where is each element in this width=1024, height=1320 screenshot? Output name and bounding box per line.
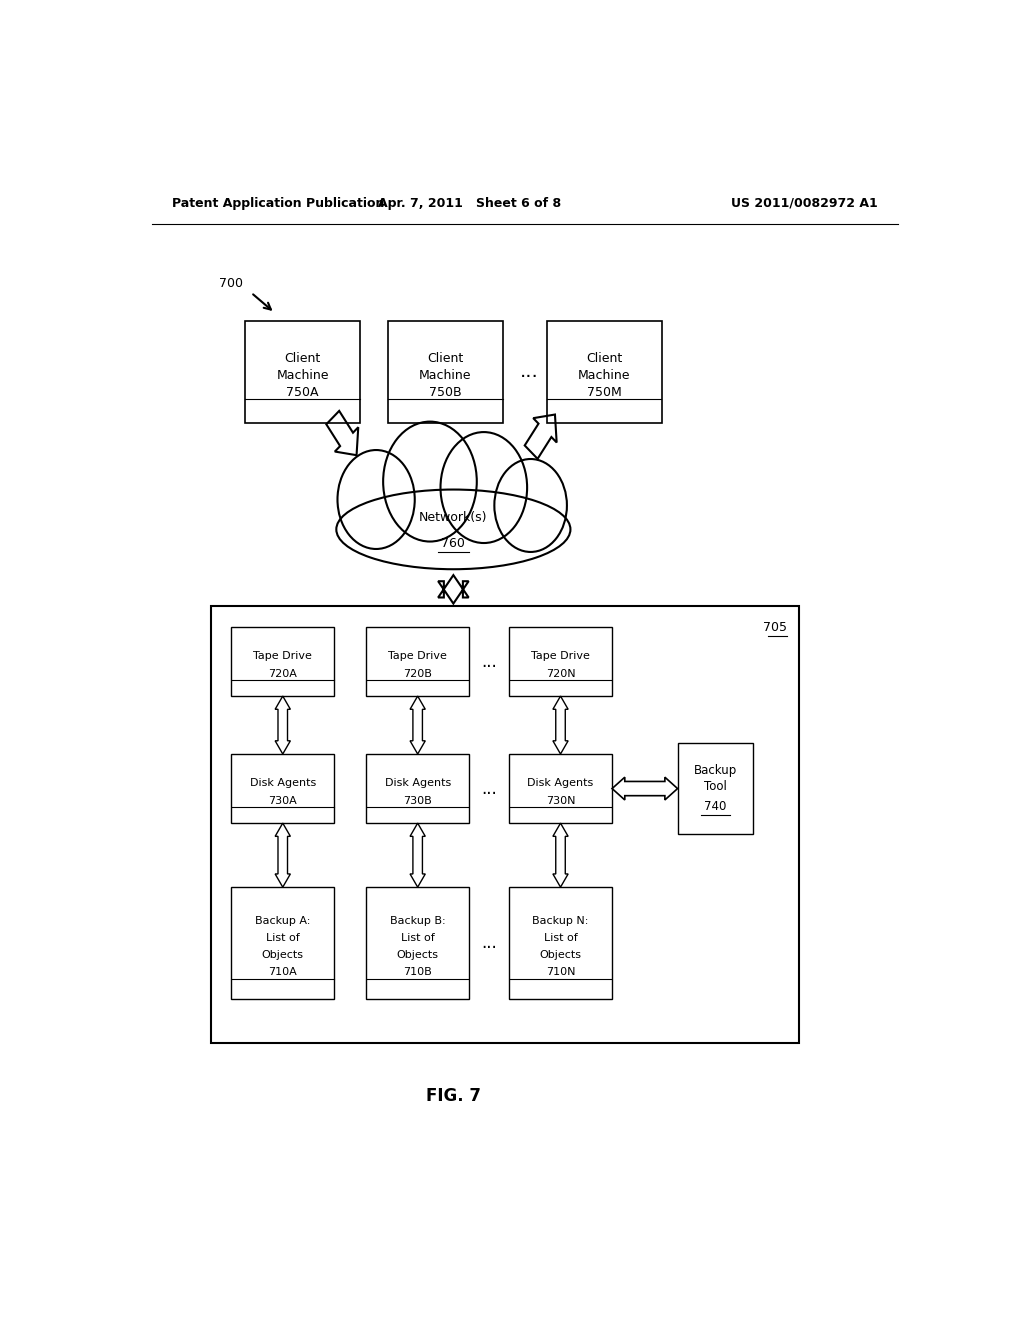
Text: 730B: 730B [403,796,432,805]
Text: Tape Drive: Tape Drive [388,651,447,661]
Text: 750B: 750B [429,385,462,399]
FancyBboxPatch shape [231,754,334,824]
FancyBboxPatch shape [509,627,612,696]
Text: 710B: 710B [403,968,432,977]
Text: Patent Application Publication: Patent Application Publication [172,197,384,210]
Text: Client: Client [586,351,623,364]
Text: 705: 705 [763,622,786,635]
FancyBboxPatch shape [367,627,469,696]
Text: Tape Drive: Tape Drive [253,651,312,661]
Text: Network(s): Network(s) [419,511,487,524]
Text: 720B: 720B [403,669,432,678]
Text: Machine: Machine [419,368,472,381]
FancyBboxPatch shape [367,754,469,824]
Text: 700: 700 [219,277,243,290]
FancyBboxPatch shape [211,606,799,1043]
Text: 740: 740 [705,800,726,813]
Text: ...: ... [481,935,497,952]
FancyBboxPatch shape [678,743,753,834]
Text: 730N: 730N [546,796,575,805]
Text: Client: Client [427,351,464,364]
Text: Client: Client [285,351,321,364]
FancyBboxPatch shape [509,887,612,999]
Text: Disk Agents: Disk Agents [250,779,315,788]
Text: ...: ... [519,363,539,381]
FancyBboxPatch shape [231,887,334,999]
Text: 710A: 710A [268,968,297,977]
FancyBboxPatch shape [367,887,469,999]
Text: 750A: 750A [287,385,318,399]
Text: 750M: 750M [587,385,622,399]
Circle shape [495,459,567,552]
Text: 710N: 710N [546,968,575,977]
Text: 730A: 730A [268,796,297,805]
Text: US 2011/0082972 A1: US 2011/0082972 A1 [731,197,878,210]
FancyBboxPatch shape [547,321,662,422]
FancyBboxPatch shape [245,321,360,422]
Circle shape [338,450,415,549]
Circle shape [440,432,527,543]
Text: 720N: 720N [546,669,575,678]
FancyBboxPatch shape [231,627,334,696]
Text: Backup N:: Backup N: [532,916,589,925]
Text: ...: ... [481,652,497,671]
FancyBboxPatch shape [388,321,503,422]
Text: Tool: Tool [703,780,727,793]
Text: Apr. 7, 2011   Sheet 6 of 8: Apr. 7, 2011 Sheet 6 of 8 [378,197,561,210]
Text: Backup A:: Backup A: [255,916,310,925]
Text: Disk Agents: Disk Agents [527,779,594,788]
FancyBboxPatch shape [509,754,612,824]
Text: ...: ... [481,780,497,797]
Text: Tape Drive: Tape Drive [531,651,590,661]
Text: List of: List of [400,933,434,942]
Text: 760: 760 [441,537,465,550]
Text: FIG. 7: FIG. 7 [426,1086,481,1105]
Ellipse shape [336,490,570,569]
Text: Machine: Machine [276,368,329,381]
Text: Objects: Objects [262,950,304,960]
Text: List of: List of [544,933,578,942]
Circle shape [383,421,477,541]
Text: Backup: Backup [693,764,737,776]
Text: 720A: 720A [268,669,297,678]
Text: Disk Agents: Disk Agents [385,779,451,788]
Text: Objects: Objects [396,950,438,960]
Text: Machine: Machine [578,368,631,381]
Text: List of: List of [266,933,300,942]
Text: Objects: Objects [540,950,582,960]
Text: Backup B:: Backup B: [390,916,445,925]
